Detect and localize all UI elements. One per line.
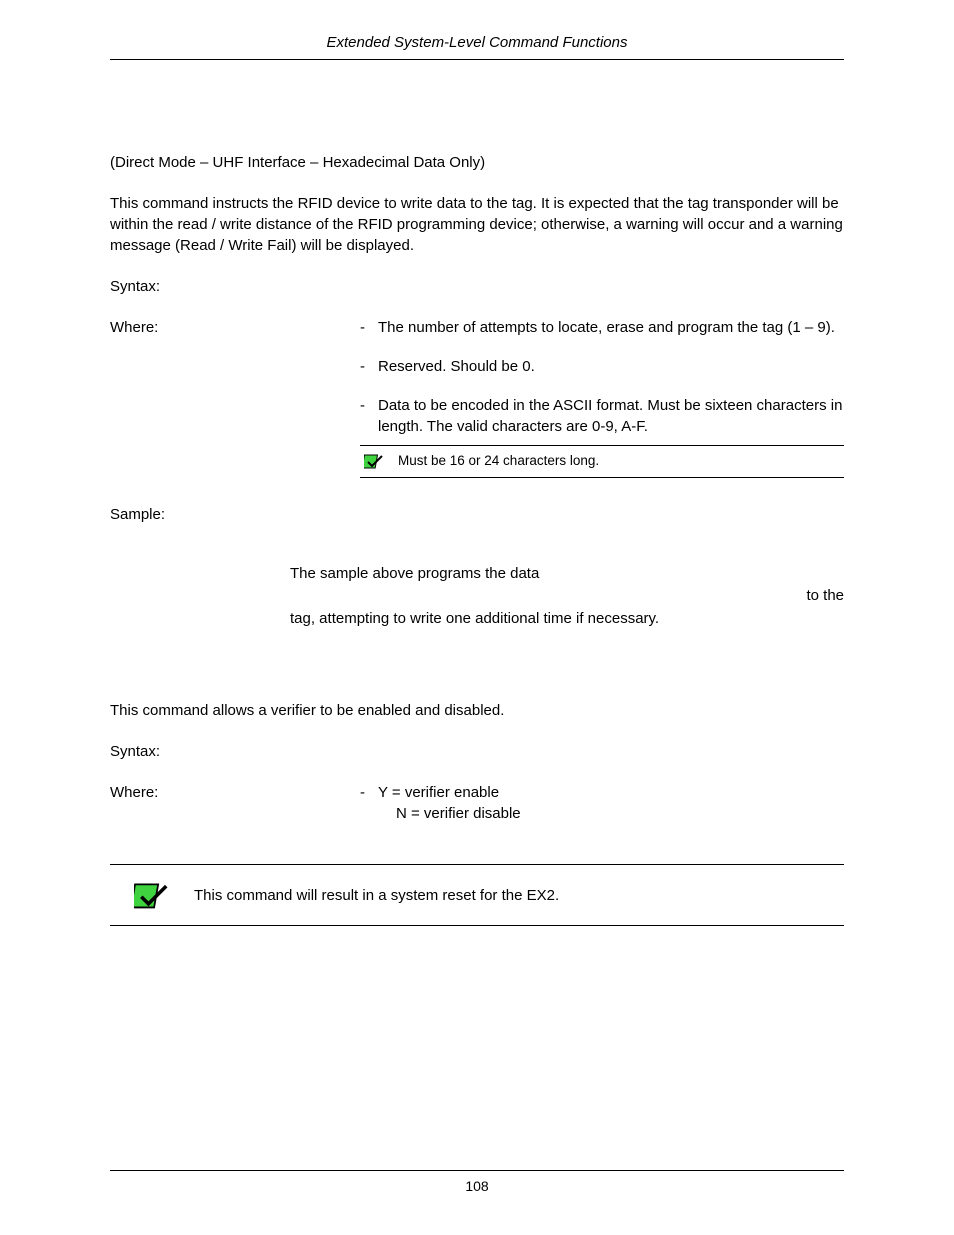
dash-bullet: - bbox=[360, 356, 378, 377]
syntax-label: Syntax: bbox=[110, 276, 844, 297]
page-header: Extended System-Level Command Functions bbox=[110, 32, 844, 60]
note-text: Must be 16 or 24 characters long. bbox=[398, 452, 599, 471]
sample-text-line: tag, attempting to write one additional … bbox=[290, 610, 659, 627]
sample-label: Sample: bbox=[110, 504, 844, 525]
where-label: Where: bbox=[110, 317, 360, 338]
where-text: Reserved. Should be 0. bbox=[378, 356, 844, 377]
note-text: This command will result in a system res… bbox=[194, 885, 559, 906]
sample-description: The sample above programs the data to th… bbox=[290, 563, 844, 631]
dash-bullet: - bbox=[360, 317, 378, 338]
note-box: Must be 16 or 24 characters long. bbox=[360, 445, 844, 478]
checkmark-icon bbox=[364, 452, 384, 470]
where-item: - Y = verifier enable bbox=[360, 782, 844, 803]
sample-text-line: The sample above programs the data bbox=[290, 565, 539, 582]
page-footer: 108 bbox=[110, 1170, 844, 1197]
where-item: - Data to be encoded in the ASCII format… bbox=[360, 395, 844, 437]
page-number: 108 bbox=[465, 1178, 488, 1194]
checkmark-icon bbox=[134, 879, 170, 911]
section-verifier: This command allows a verifier to be ena… bbox=[110, 700, 844, 926]
where-text: The number of attempts to locate, erase … bbox=[378, 317, 844, 338]
dash-bullet bbox=[360, 803, 378, 824]
where-label: Where: bbox=[110, 782, 360, 803]
section-rfid-write: (Direct Mode – UHF Interface – Hexadecim… bbox=[110, 152, 844, 630]
note-box: This command will result in a system res… bbox=[110, 864, 844, 926]
where-item: - Reserved. Should be 0. bbox=[360, 356, 844, 377]
where-item: - The number of attempts to locate, eras… bbox=[360, 317, 844, 338]
syntax-label: Syntax: bbox=[110, 741, 844, 762]
intro-paragraph: This command instructs the RFID device t… bbox=[110, 193, 844, 256]
mode-subtitle: (Direct Mode – UHF Interface – Hexadecim… bbox=[110, 152, 844, 173]
where-item: N = verifier disable bbox=[360, 803, 844, 824]
where-text: Data to be encoded in the ASCII format. … bbox=[378, 395, 844, 437]
dash-bullet: - bbox=[360, 395, 378, 437]
sample-text-right: to the bbox=[806, 585, 844, 608]
dash-bullet: - bbox=[360, 782, 378, 803]
intro-paragraph: This command allows a verifier to be ena… bbox=[110, 700, 844, 721]
where-text: N = verifier disable bbox=[378, 803, 844, 824]
where-text: Y = verifier enable bbox=[378, 782, 844, 803]
